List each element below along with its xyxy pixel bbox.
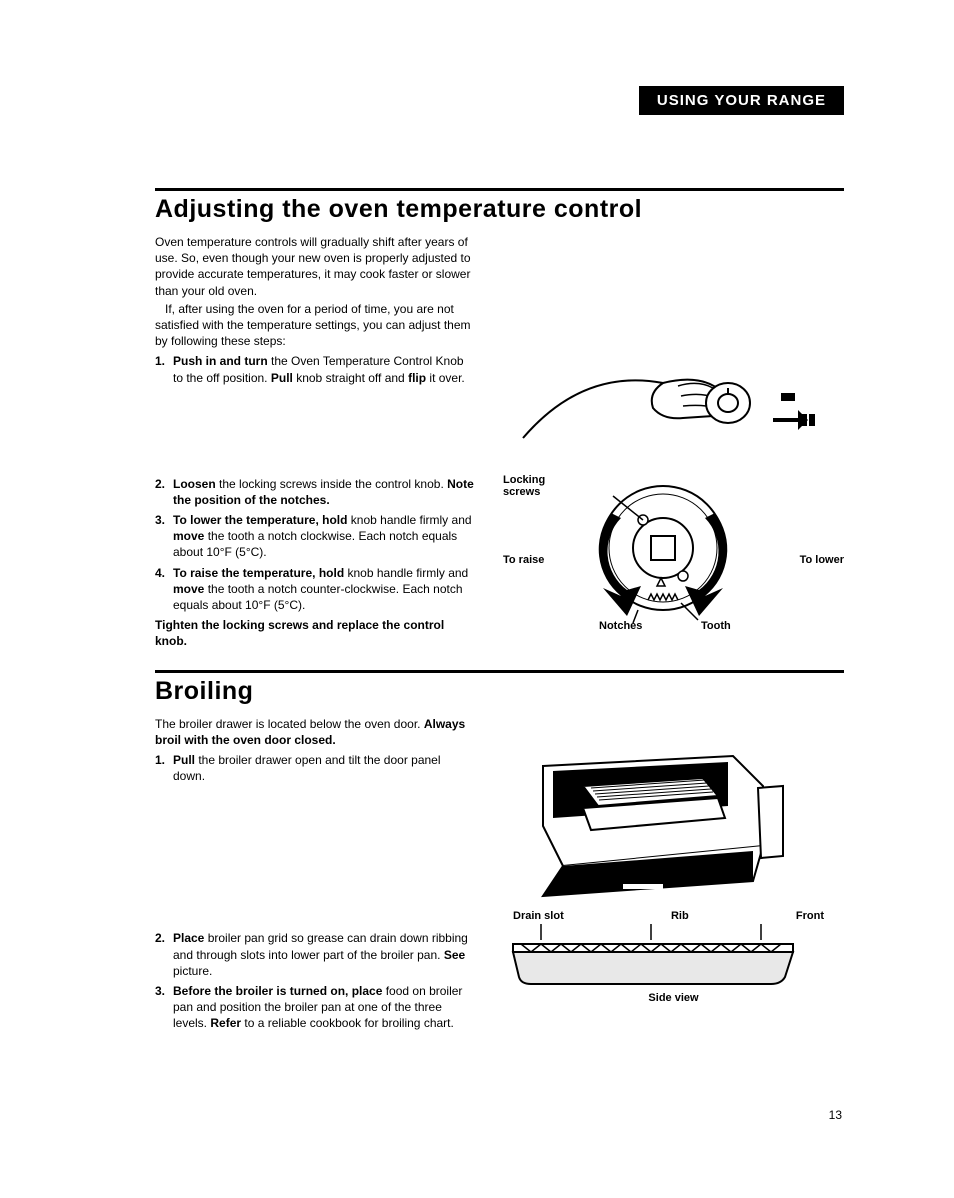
step-2: 2. Loosen the locking screws inside the … bbox=[155, 476, 475, 508]
step-bold: move bbox=[173, 582, 204, 596]
label-front: Front bbox=[796, 910, 824, 922]
section-title-2: Broiling bbox=[155, 677, 844, 706]
step-text: the tooth a notch counter-clockwise. Eac… bbox=[173, 582, 463, 612]
step-text: knob handle firmly and bbox=[344, 566, 468, 580]
horizontal-rule bbox=[155, 670, 844, 673]
label-side-view: Side view bbox=[503, 992, 844, 1004]
step-bold: Pull bbox=[173, 753, 195, 767]
step-text: knob handle firmly and bbox=[347, 513, 471, 527]
step-text: the broiler drawer open and tilt the doo… bbox=[173, 753, 441, 783]
step-4: 4. To raise the temperature, hold knob h… bbox=[155, 565, 475, 614]
step-bold: To raise the temperature, hold bbox=[173, 566, 344, 580]
horizontal-rule bbox=[155, 188, 844, 191]
step-bold: Refer bbox=[210, 1016, 241, 1030]
step-1: 1. Push in and turn the Oven Temperature… bbox=[155, 353, 475, 385]
intro-paragraph-1: Oven temperature controls will gradually… bbox=[155, 234, 475, 299]
step-bold: To lower the temperature, hold bbox=[173, 513, 347, 527]
label-to-raise: To raise bbox=[503, 554, 544, 566]
figure-knob-back: Locking screws To raise To lower Notches… bbox=[503, 468, 844, 638]
step-text: broiler pan grid so grease can drain dow… bbox=[173, 931, 468, 961]
step-number: 3. bbox=[155, 512, 165, 528]
step-text: it over. bbox=[426, 371, 465, 385]
section1-text-column: Oven temperature controls will gradually… bbox=[155, 234, 475, 652]
step-text: the tooth a notch clockwise. Each notch … bbox=[173, 529, 457, 559]
figure-knob-pull bbox=[503, 338, 844, 458]
step-bold: See bbox=[444, 948, 465, 962]
step-bold: Place bbox=[173, 931, 204, 945]
step-number: 4. bbox=[155, 565, 165, 581]
broil-step-2: 2. Place broiler pan grid so grease can … bbox=[155, 930, 475, 979]
section1-figure-column: Locking screws To raise To lower Notches… bbox=[503, 234, 844, 652]
step-bold: move bbox=[173, 529, 204, 543]
step-bold: Push in and turn bbox=[173, 354, 268, 368]
step-number: 2. bbox=[155, 476, 165, 492]
label-notches: Notches bbox=[599, 620, 642, 632]
step-number: 3. bbox=[155, 983, 165, 999]
broiling-intro: The broiler drawer is located below the … bbox=[155, 716, 475, 748]
broil-step-3: 3. Before the broiler is turned on, plac… bbox=[155, 983, 475, 1032]
step-number: 2. bbox=[155, 930, 165, 946]
step-text: knob straight off and bbox=[293, 371, 408, 385]
step-text: to a reliable cookbook for broiling char… bbox=[241, 1016, 454, 1030]
label-rib: Rib bbox=[671, 910, 689, 922]
step-bold: Loosen bbox=[173, 477, 216, 491]
step-text: picture. bbox=[173, 964, 212, 978]
section-title-1: Adjusting the oven temperature control bbox=[155, 195, 844, 224]
section1-footer: Tighten the locking screws and replace t… bbox=[155, 617, 475, 649]
step-bold: flip bbox=[408, 371, 426, 385]
figure-broiler-drawer bbox=[503, 736, 844, 906]
broil-step-1: 1. Pull the broiler drawer open and tilt… bbox=[155, 752, 475, 784]
step-3: 3. To lower the temperature, hold knob h… bbox=[155, 512, 475, 561]
section2-text-column: The broiler drawer is located below the … bbox=[155, 716, 475, 1036]
intro-text: The broiler drawer is located below the … bbox=[155, 717, 424, 731]
label-tooth: Tooth bbox=[701, 620, 731, 632]
figure-broiler-pan-side: Drain slot Rib Front Side view bbox=[503, 910, 844, 1020]
section-header-tag: USING YOUR RANGE bbox=[639, 86, 844, 115]
step-bold: Before the broiler is turned on, place bbox=[173, 984, 382, 998]
section2-figure-column: Drain slot Rib Front Side view bbox=[503, 716, 844, 1036]
step-number: 1. bbox=[155, 353, 165, 369]
intro-paragraph-2: If, after using the oven for a period of… bbox=[155, 301, 475, 350]
label-drain-slot: Drain slot bbox=[513, 910, 564, 922]
page-number: 13 bbox=[829, 1108, 842, 1122]
step-number: 1. bbox=[155, 752, 165, 768]
step-text: the locking screws inside the control kn… bbox=[216, 477, 447, 491]
label-locking-screws: Locking screws bbox=[503, 474, 559, 498]
step-bold: Pull bbox=[271, 371, 293, 385]
label-to-lower: To lower bbox=[800, 554, 844, 566]
